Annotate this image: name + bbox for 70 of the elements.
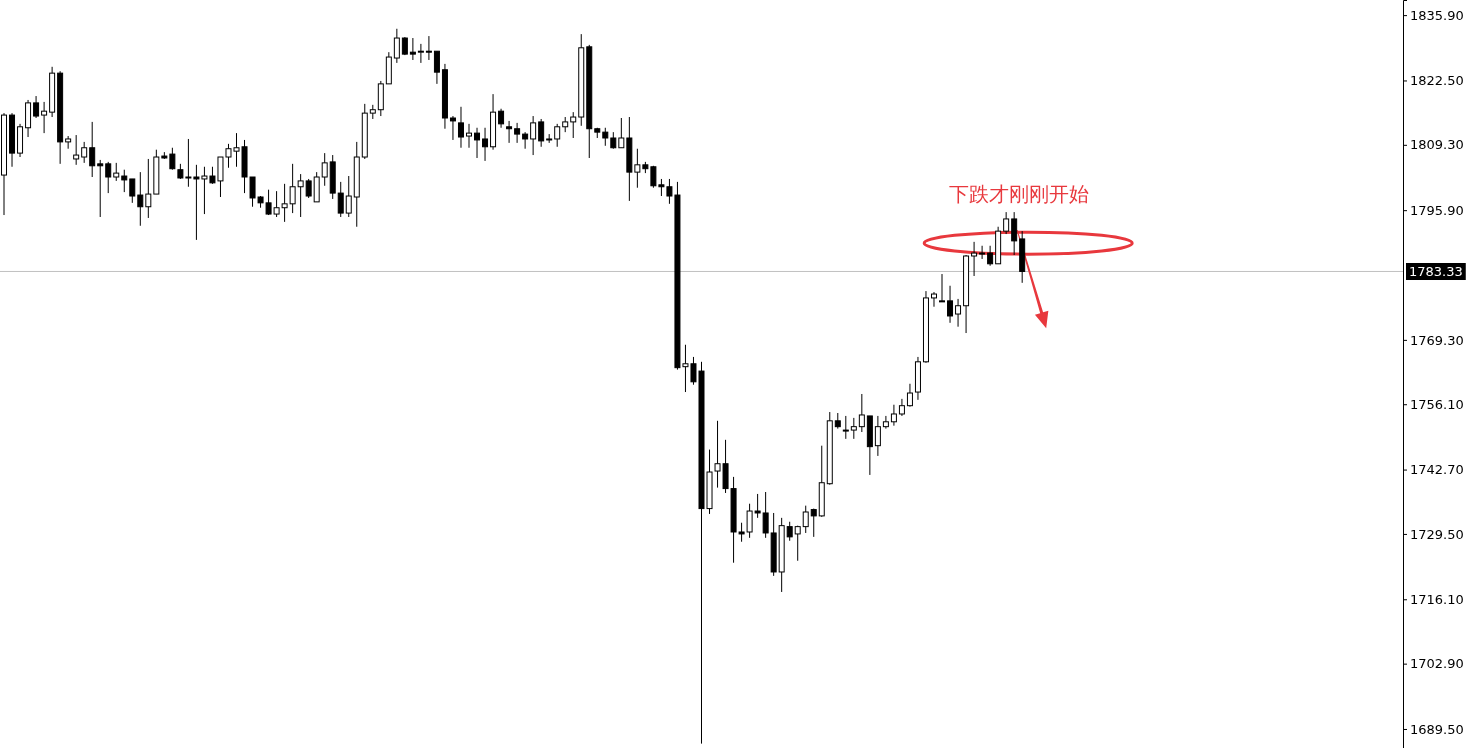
candlestick: [498, 108, 505, 129]
candlestick: [890, 404, 897, 427]
candlestick: [618, 117, 625, 149]
candlestick: [570, 111, 577, 139]
candlestick: [113, 162, 120, 182]
candlestick: [466, 123, 472, 149]
candlestick: [810, 508, 817, 538]
candlestick: [602, 127, 609, 147]
candlestick: [906, 383, 913, 408]
candlestick: [882, 415, 889, 430]
candlestick: [393, 28, 400, 64]
candlestick: [433, 50, 440, 85]
y-tick-label: 1809.30: [1410, 137, 1464, 153]
candlestick: [987, 245, 994, 267]
candlestick: [305, 178, 312, 199]
candlestick: [842, 415, 849, 440]
candlestick: [425, 35, 432, 61]
y-tick-label: 1769.30: [1410, 332, 1464, 348]
candlestick: [530, 115, 537, 156]
y-tick-label: 1689.50: [1410, 721, 1464, 737]
candlestick: [41, 101, 48, 134]
candlestick: [947, 285, 954, 324]
candlestick: [955, 298, 962, 328]
candlestick: [97, 159, 104, 218]
candlestick: [321, 152, 328, 187]
candlestick: [65, 135, 72, 150]
candlestick: [506, 120, 513, 144]
candlestick: [482, 127, 489, 162]
candlestick: [522, 131, 529, 150]
candlestick: [874, 415, 881, 457]
candlestick: [457, 106, 464, 149]
candlestick: [1003, 211, 1010, 235]
candlestick: [802, 505, 809, 534]
candlestick: [514, 122, 521, 144]
candlestick: [971, 241, 978, 277]
candlestick: [105, 161, 112, 194]
candlestick: [337, 181, 344, 218]
candlestick: [931, 291, 937, 308]
candlestick: [850, 417, 857, 440]
ref-line-label: 1783.33: [1409, 264, 1463, 279]
candlestick: [858, 393, 865, 433]
candlestick: [345, 175, 352, 218]
candlestick: [73, 134, 80, 166]
candlestick: [89, 121, 96, 178]
candlestick: [939, 273, 946, 303]
candlestick: [81, 141, 88, 164]
candlestick: [786, 521, 793, 542]
candlestick: [33, 95, 40, 119]
y-tick-label: 1742.70: [1410, 462, 1464, 478]
y-tick-label: 1716.10: [1410, 591, 1464, 607]
candlestick: [554, 123, 561, 148]
candlestick: [1011, 211, 1018, 256]
annotation: 下跌才刚刚开始: [949, 182, 1090, 207]
candlestick: [538, 118, 545, 148]
candlestick: [449, 115, 456, 141]
candlestick: [121, 169, 128, 193]
y-tick-label: 1795.90: [1410, 202, 1464, 218]
y-tick-label: 1835.90: [1410, 7, 1464, 23]
y-tick-label: 1702.90: [1410, 656, 1464, 672]
candlestick: [129, 178, 136, 204]
y-tick-label: 1822.50: [1410, 73, 1464, 89]
candlestick: [409, 37, 416, 61]
y-tick-label: 1756.10: [1410, 396, 1464, 412]
candlestick: [145, 158, 152, 219]
candlestick: [794, 525, 801, 562]
candlestick: [474, 127, 481, 159]
candlestick: [137, 171, 144, 227]
candlestick: [417, 43, 424, 64]
candlestick: [979, 245, 986, 260]
y-tick-label: 1729.50: [1410, 526, 1464, 542]
